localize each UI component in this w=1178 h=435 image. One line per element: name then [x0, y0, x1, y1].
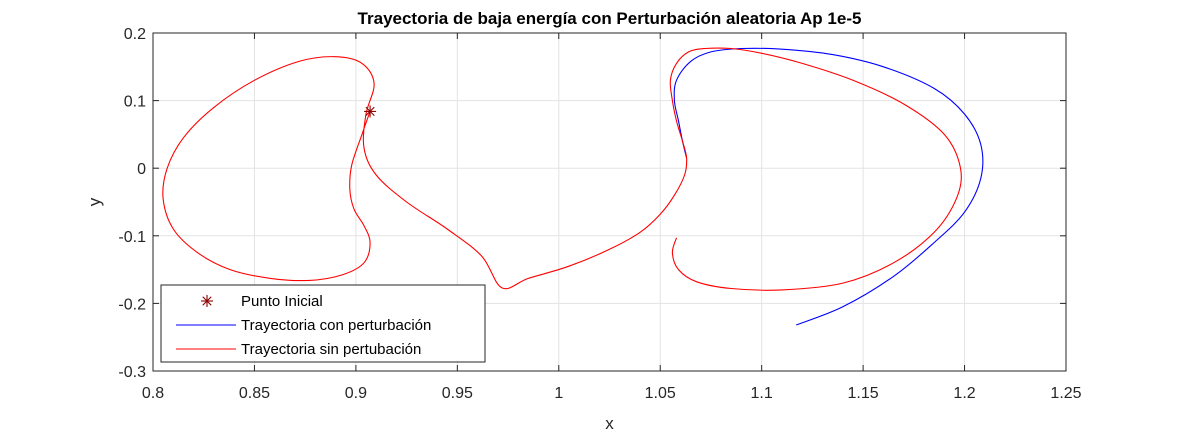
initial-point-marker: [364, 105, 377, 118]
x-tick-label: 0.95: [442, 385, 473, 402]
x-tick-label: 0.8: [142, 385, 164, 402]
y-tick-label: 0.1: [124, 94, 146, 111]
series-group: [162, 47, 984, 326]
y-tick-label: -0.2: [118, 296, 146, 313]
plot-area-frame: [152, 32, 1067, 372]
initial-point-asterisk: [364, 105, 377, 118]
y-tick-label: -0.1: [118, 229, 146, 246]
legend: Punto Inicial Trayectoria con perturbació…: [160, 284, 486, 363]
axis-ticks: 0.8 0.85 0.9 0.95 1 1.05 1.1 1.15 1.2 1.25 0.2 0.1 0…: [118, 26, 1081, 402]
series-line-perturbed: [673, 47, 984, 326]
series-line-unperturbed: [162, 47, 962, 291]
legend-marker-icon: [201, 295, 213, 307]
legend-label: Punto Inicial: [241, 293, 323, 310]
x-tick-label: 0.85: [239, 385, 270, 402]
x-tick-label: 1.1: [751, 385, 773, 402]
x-axis-label: x: [605, 414, 614, 433]
y-axis-label: y: [85, 197, 104, 206]
legend-label: Trayectoria con perturbación: [241, 317, 431, 334]
legend-label: Trayectoria sin pertubación: [241, 341, 421, 358]
chart-title: Trayectoria de baja energía con Perturba…: [358, 9, 862, 28]
x-tick-label: 1.15: [848, 385, 879, 402]
x-tick-label: 0.9: [345, 385, 367, 402]
x-tick-label: 1.25: [1050, 385, 1081, 402]
x-tick-label: 1: [554, 385, 563, 402]
y-tick-label: -0.3: [118, 364, 146, 381]
x-tick-label: 1.2: [953, 385, 975, 402]
y-tick-label: 0: [137, 161, 146, 178]
x-tick-label: 1.05: [645, 385, 676, 402]
y-tick-label: 0.2: [124, 26, 146, 43]
